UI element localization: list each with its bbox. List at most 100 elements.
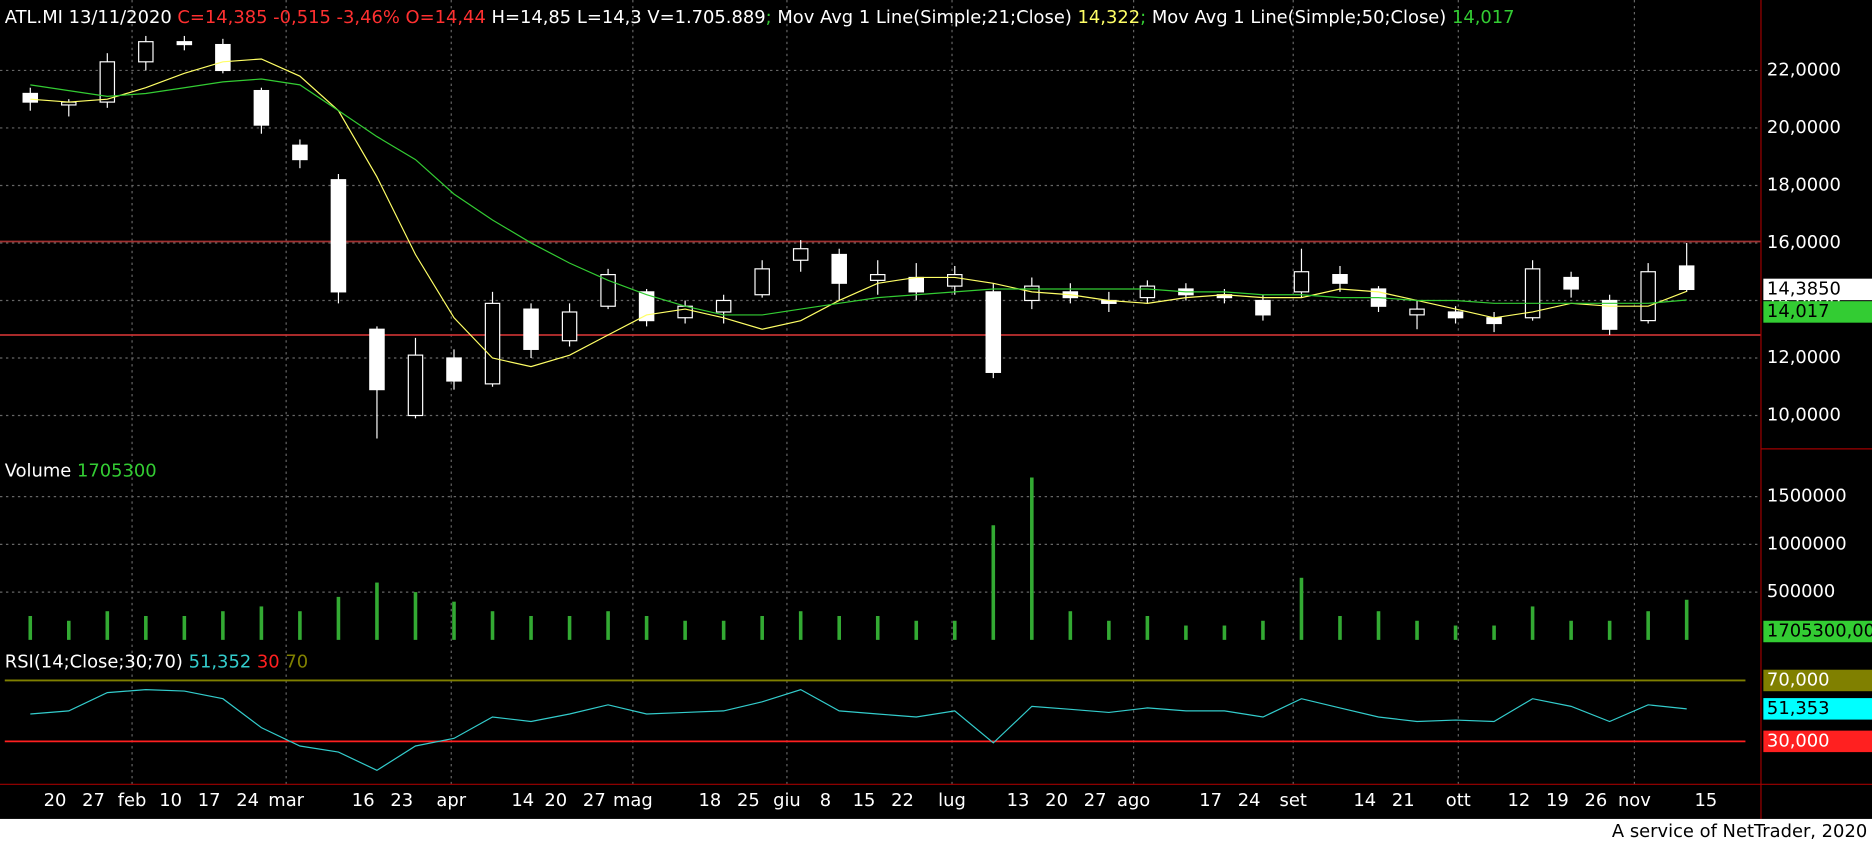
y-tick-label: 12,0000 [1767,347,1841,368]
candle-body [446,357,462,382]
y-tick-label: 1000000 [1767,533,1847,554]
ma-marker: 14,017 [1767,301,1830,322]
separator: ; [766,7,772,28]
volume-bar [683,620,687,640]
x-tick-label: 27 [1084,790,1107,811]
x-tick-label: 19 [1546,790,1569,811]
volume-bar [1299,577,1304,640]
x-tick-label: 22 [891,790,914,811]
candle-body [677,305,693,319]
x-tick-label: nov [1618,790,1651,811]
volume-bar [144,615,148,640]
volume-bar [490,611,495,640]
candle-body [1486,317,1502,325]
rsi-level-marker: 70,000 [1767,669,1830,690]
volume-bar [1492,625,1496,640]
volume-bar [1030,477,1034,640]
candle-body [1640,271,1656,322]
candle-body [99,61,116,103]
rsi-level-marker-box [1763,730,1872,753]
volume-bar [1261,620,1265,640]
candle-body [1563,276,1579,290]
volume-bar [1569,620,1573,640]
ma-value: 14,322 [1078,7,1141,28]
volume-bar [375,582,379,640]
x-tick-label: feb [118,790,147,811]
candle-body [754,268,770,296]
volume-header: Volume 1705300 [5,461,157,482]
volume-bar [529,615,533,640]
x-tick-label: ott [1446,790,1471,811]
x-tick-label: 18 [699,790,722,811]
volume-bar [1068,611,1073,640]
candle-body [523,308,539,350]
volume-bar [259,606,264,640]
candle-body [1293,271,1310,293]
rsi-line [30,688,1687,772]
x-tick-label: 23 [390,790,413,811]
ma-name: Mov Avg 1 Line(Simple;21;Close) [777,7,1071,28]
volume-bar [606,611,610,640]
x-tick-label: giu [773,790,801,811]
x-tick-label: 20 [544,790,567,811]
volume-bar [1684,599,1689,640]
candle-body [22,92,39,103]
header-range: H=14,85 L=14,3 V=1.705.889 [492,7,766,28]
candle-body [1524,268,1541,319]
candle-body [1447,311,1464,319]
volume-bar [837,615,842,640]
candle-body [600,274,616,307]
volume-bar [1453,625,1458,640]
candle-body [1601,299,1618,330]
x-tick-label: 20 [1045,790,1068,811]
candle-body [1409,308,1425,316]
x-tick-label: 14 [511,790,534,811]
x-tick-label: 12 [1507,790,1530,811]
rsi-level-marker: 30,000 [1767,730,1830,751]
x-tick-label: ago [1117,790,1150,811]
candle-body [947,274,963,287]
volume-marker-box [1763,620,1872,643]
volume-bar [798,611,803,640]
price-marker: 14,3850 [1767,278,1841,299]
moving-average [30,78,1687,316]
volume-bar [1415,620,1419,640]
y-tick-label: 16,0000 [1767,232,1841,253]
candle-body [1255,299,1271,316]
volume-bar [952,620,957,640]
rsi-marker-box [1763,698,1872,720]
volume-bar [1646,611,1650,640]
volume-bar [1145,615,1150,640]
candle-body [369,328,385,391]
candle-body [792,248,809,261]
volume-bar [721,620,726,640]
volume-bar [1530,606,1535,640]
candle-body [1678,265,1695,291]
x-tick-label: 25 [737,790,760,811]
volume-bar [336,596,341,640]
ma-name: Mov Avg 1 Line(Simple;50;Close) [1152,7,1446,28]
candle-body [484,302,501,385]
ma-marker-box [1763,301,1872,323]
candle-body [869,274,886,281]
x-tick-label: 17 [1199,790,1222,811]
candle-body [715,299,732,313]
volume-bar [1376,611,1381,640]
x-tick-label: set [1280,790,1307,811]
candle-body [638,291,655,322]
rsi-value: 51,352 [189,652,252,673]
volume-bar [914,620,919,640]
volume-bar [760,615,764,640]
candle-body [215,43,231,72]
candle-body [831,253,847,284]
header-title: ATL.MI 13/11/2020 [5,7,172,28]
volume-bar [221,611,225,640]
x-tick-label: 21 [1392,790,1415,811]
footer-band [0,818,1872,844]
volume-bar [182,615,187,640]
x-tick-label: 15 [1695,790,1718,811]
moving-average [30,58,1687,368]
volume-value: 1705300 [77,461,157,482]
ma-value: 14,017 [1452,7,1515,28]
y-tick-label: 500000 [1767,581,1835,602]
